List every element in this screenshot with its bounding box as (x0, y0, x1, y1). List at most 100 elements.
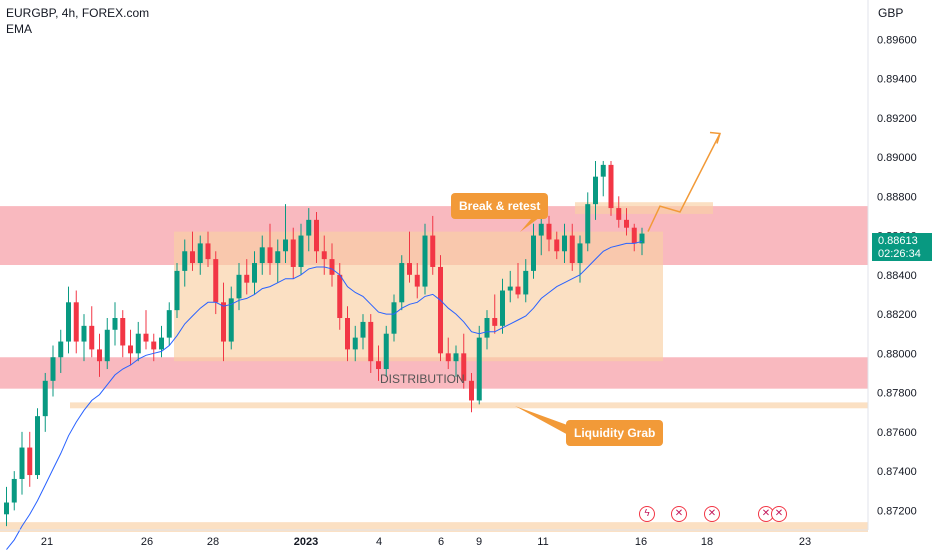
time-tick-label: 4 (376, 536, 382, 548)
candle (66, 302, 71, 342)
candle (376, 361, 381, 370)
candle (244, 274, 250, 283)
candles-layer (4, 160, 645, 527)
candle (600, 164, 606, 177)
candle (438, 266, 443, 354)
zone-retest (575, 202, 713, 214)
time-tick-label: 11 (537, 536, 548, 548)
candle (182, 251, 188, 271)
candle (577, 243, 583, 264)
zone-liquidity (70, 402, 868, 409)
candle (97, 349, 102, 362)
candle (593, 176, 598, 205)
price-tick-label: 0.88200 (877, 309, 917, 321)
candle (500, 290, 505, 326)
price-tick-label: 0.89000 (877, 152, 917, 164)
candle (631, 227, 637, 244)
indicator-label[interactable]: EMA (6, 22, 33, 36)
last-price-badge: 0.88613 02:26:34 (872, 233, 932, 261)
currency-label: GBP (878, 6, 904, 20)
candle (306, 219, 312, 236)
price-tick-label: 0.89400 (877, 74, 917, 86)
price-tick-label: 0.87200 (877, 505, 917, 517)
candle (337, 274, 343, 318)
time-tick-label: 16 (635, 536, 647, 548)
candle (11, 478, 17, 503)
bar-countdown: 02:26:34 (878, 248, 921, 260)
candle (143, 333, 149, 342)
projection-path (647, 133, 721, 232)
candle (422, 235, 428, 287)
candle (58, 341, 64, 358)
candle (27, 447, 33, 476)
candle (166, 310, 172, 338)
candle (608, 164, 614, 209)
candle (639, 233, 645, 244)
candle (531, 235, 536, 271)
candle (275, 251, 281, 264)
candle (476, 337, 482, 401)
candle (213, 259, 219, 303)
candle (523, 270, 529, 295)
candle (128, 345, 133, 354)
price-tick-label: 0.88000 (877, 348, 917, 360)
candle (399, 263, 405, 303)
price-axis: 0.89600 0.89400 0.89200 0.89000 0.88800 0.886… (877, 34, 917, 517)
flash-event-icon[interactable]: ϟ (639, 506, 655, 522)
candle (283, 239, 288, 252)
candle (391, 302, 397, 334)
uk-flag-icon[interactable]: ✕ (671, 506, 687, 522)
candle (290, 239, 296, 267)
zone-bottom (0, 522, 868, 532)
candle (538, 223, 544, 236)
break-retest-callout: Break & retest (451, 193, 549, 219)
candle (461, 353, 467, 381)
candle (298, 235, 304, 267)
time-tick-label: 2023 (294, 536, 318, 548)
candle (89, 325, 95, 350)
zone-range (174, 231, 663, 362)
symbol-title[interactable]: EURGBP, 4h, FOREX.com (6, 6, 150, 20)
price-tick-label: 0.87600 (877, 427, 917, 439)
candle (236, 274, 242, 299)
candle (197, 243, 203, 264)
candle (252, 263, 257, 283)
price-tick-label: 0.88400 (877, 270, 917, 282)
liquidity-grab-callout: Liquidity Grab (566, 420, 664, 446)
candle (585, 204, 591, 244)
time-tick-label: 6 (438, 536, 444, 548)
price-tick-label: 0.89600 (877, 34, 917, 46)
candle (221, 302, 226, 342)
candle (73, 302, 79, 342)
zones-layer (0, 202, 868, 532)
candle (453, 353, 459, 362)
candle (546, 223, 552, 240)
projection-arrowhead (709, 131, 721, 144)
candle (135, 333, 141, 354)
candle (329, 259, 335, 275)
candle (228, 298, 234, 342)
candle (321, 251, 327, 260)
candle (42, 380, 48, 417)
candle (515, 286, 521, 295)
candle (159, 337, 164, 350)
last-price: 0.88613 (878, 235, 918, 247)
uk-flag-icon[interactable]: ✕ (771, 506, 787, 522)
candle (104, 329, 110, 362)
candle (383, 333, 389, 370)
candle (445, 353, 451, 362)
candle (345, 318, 350, 350)
candle (616, 208, 622, 220)
candle (368, 321, 374, 362)
candle (484, 318, 490, 338)
candle (50, 357, 56, 381)
uk-flag-icon[interactable]: ✕ (704, 506, 720, 522)
candle (190, 251, 195, 264)
candle (414, 274, 420, 287)
time-axis: 21 26 28 2023 4 6 9 11 16 18 23 (41, 536, 811, 548)
candle (507, 286, 513, 291)
zone-demand (0, 357, 868, 389)
ema-line (6, 240, 643, 550)
time-tick-label: 26 (141, 536, 153, 548)
